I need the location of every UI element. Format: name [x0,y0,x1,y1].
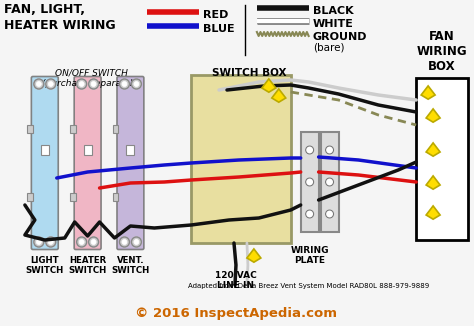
Text: HEATER
SWITCH: HEATER SWITCH [68,256,107,275]
Circle shape [91,82,96,86]
Text: 120 VAC
LINE IN: 120 VAC LINE IN [215,271,257,290]
Circle shape [91,240,96,244]
Text: Adapted from Delta Breez Vent System Model RAD80L 888-979-9889: Adapted from Delta Breez Vent System Mod… [188,283,429,289]
Polygon shape [426,206,440,219]
Circle shape [306,210,314,218]
Circle shape [34,79,44,89]
Text: LIGHT
SWITCH: LIGHT SWITCH [26,256,64,275]
Circle shape [131,237,141,247]
Text: WHITE: WHITE [313,19,354,29]
Circle shape [306,146,314,154]
Polygon shape [426,176,440,189]
Circle shape [326,146,334,154]
Circle shape [122,82,127,86]
Text: ON/OFF SWITCH
(purchase separately): ON/OFF SWITCH (purchase separately) [42,68,141,88]
Circle shape [122,240,127,244]
Bar [83,144,91,155]
Circle shape [306,178,314,186]
FancyBboxPatch shape [117,77,144,249]
Circle shape [48,240,53,244]
FancyBboxPatch shape [31,77,58,249]
Bar [191,75,291,243]
Polygon shape [426,143,440,156]
Text: BLACK: BLACK [313,6,353,16]
Text: WIRING
PLATE: WIRING PLATE [291,246,329,265]
FancyBboxPatch shape [74,77,101,249]
Circle shape [36,240,41,244]
Circle shape [119,237,129,247]
Text: (bare): (bare) [313,42,344,52]
Circle shape [36,82,41,86]
Circle shape [34,237,44,247]
Circle shape [89,237,99,247]
Circle shape [79,240,84,244]
Bar [27,125,33,133]
Bar [112,125,118,133]
Text: GROUND: GROUND [313,32,367,42]
Bar [70,125,76,133]
Bar [70,193,76,201]
Text: RED: RED [203,10,228,20]
Circle shape [79,82,84,86]
Bar [416,78,468,240]
Bar [112,193,118,201]
Circle shape [326,210,334,218]
Circle shape [134,240,139,244]
Circle shape [119,79,129,89]
Text: FAN
WIRING
BOX: FAN WIRING BOX [417,30,467,73]
Polygon shape [247,249,261,262]
Bar [127,144,135,155]
Circle shape [46,79,56,89]
Text: © 2016 InspectApedia.com: © 2016 InspectApedia.com [135,307,337,320]
Bar [27,193,33,201]
Circle shape [48,82,53,86]
Circle shape [77,237,87,247]
Bar [301,132,319,232]
Text: BLUE: BLUE [203,24,235,34]
Circle shape [89,79,99,89]
Text: VENT.
SWITCH: VENT. SWITCH [111,256,150,275]
Polygon shape [421,86,435,99]
Text: FAN, LIGHT,
HEATER WIRING: FAN, LIGHT, HEATER WIRING [4,3,116,32]
Bar [320,132,338,232]
Bar [41,144,49,155]
Circle shape [131,79,141,89]
Polygon shape [426,109,440,122]
Circle shape [134,82,139,86]
Circle shape [46,237,56,247]
Circle shape [326,178,334,186]
Polygon shape [272,89,286,102]
Polygon shape [262,79,276,92]
Circle shape [77,79,87,89]
Text: SWITCH BOX: SWITCH BOX [212,68,286,78]
